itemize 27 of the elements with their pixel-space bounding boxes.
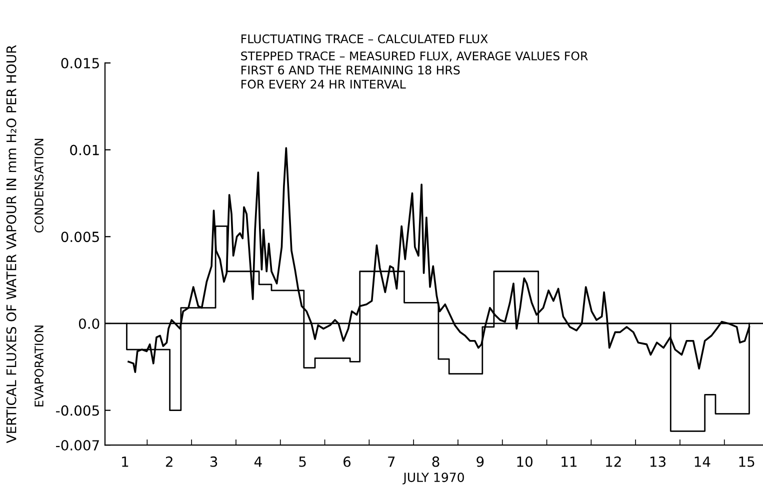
x-tick-label: 10: [517, 456, 532, 467]
text: CONDENSATION: [34, 138, 44, 232]
x-tick-label: 5: [299, 456, 306, 467]
x-tick-label: 4: [254, 456, 262, 467]
x-axis-title: JULY 1970: [402, 472, 464, 484]
x-tick-label: 14: [694, 456, 710, 467]
y-tick-label: 0.015: [61, 58, 99, 68]
x-tick-label: 11: [562, 456, 577, 467]
y-tick-label: 0.005: [61, 232, 99, 242]
x-tick-label: 9: [476, 456, 484, 467]
text: FLUCTUATING TRACE – CALCULATED FLUX: [242, 34, 488, 44]
y-tick-label: -0.005: [56, 405, 99, 416]
x-tick-label: 12: [606, 456, 621, 467]
y-tick-label: -0.007: [56, 440, 99, 451]
x-tick-label: 3: [210, 456, 218, 467]
x-tick-label: 7: [388, 456, 395, 467]
annotation: STEPPED TRACE – MEASURED FLUX, AVERAGE VALUES FOR FIRST 6 AND THE REMAINING 18 HRS FOR EVERY 24 HR INTERVAL: [241, 51, 588, 89]
x-tick-label: 13: [650, 456, 666, 467]
x-tick-label: 6: [344, 456, 351, 467]
y-tick-label: 0.01: [70, 144, 99, 156]
x-tick-label: 1: [122, 456, 128, 467]
y-tick-label: 0.0: [78, 318, 100, 329]
x-tick-label: 8: [432, 456, 440, 467]
x-tick-label: 15: [739, 456, 754, 467]
text: EVAPORATION: [34, 326, 44, 406]
x-tick-label: 2: [166, 456, 172, 467]
y-axis-title: VERTICAL FLUXES OF WATER VAPOUR IN mm H₂O PER HOUR: [6, 45, 16, 444]
